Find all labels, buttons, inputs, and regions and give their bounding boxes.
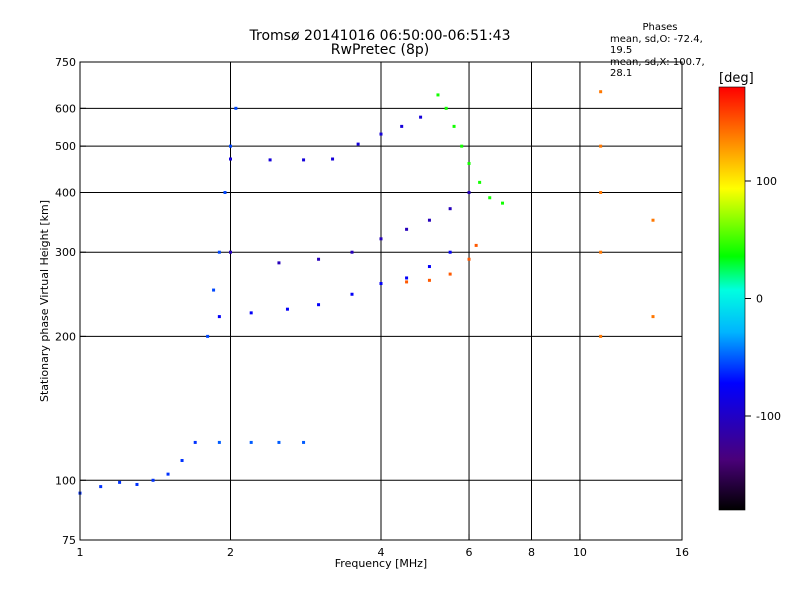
y-tick-label: 600 <box>55 102 76 115</box>
data-point <box>249 311 253 315</box>
data-point <box>436 93 440 97</box>
data-point <box>302 158 306 162</box>
data-point <box>405 280 409 284</box>
data-point <box>212 288 216 292</box>
data-point <box>448 272 452 276</box>
x-tick-label: 8 <box>528 546 535 559</box>
data-point <box>151 478 155 482</box>
data-point <box>356 142 360 146</box>
data-point <box>317 257 321 261</box>
colorbar <box>718 86 746 511</box>
data-point <box>379 282 383 286</box>
data-point <box>249 440 253 444</box>
y-axis-label: Stationary phase Virtual Height [km] <box>38 200 51 402</box>
y-tick-label: 75 <box>62 534 76 547</box>
data-point <box>217 440 221 444</box>
colorbar-label: [deg] <box>719 71 754 86</box>
x-tick-label: 16 <box>675 546 689 559</box>
y-tick-label: 200 <box>55 330 76 343</box>
data-point <box>599 90 603 94</box>
data-point <box>166 472 170 476</box>
y-tick-label: 500 <box>55 140 76 153</box>
colorbar-tick-label: -100 <box>756 410 781 423</box>
data-point <box>118 480 122 484</box>
data-point <box>474 243 478 247</box>
data-point <box>599 190 603 194</box>
data-point <box>229 157 232 161</box>
data-point <box>427 278 431 282</box>
data-point <box>229 250 232 254</box>
y-tick-label: 400 <box>55 186 76 199</box>
colorbar-tick-label: 0 <box>756 293 763 306</box>
data-point <box>331 157 335 161</box>
data-point <box>206 334 210 338</box>
phase-stats-heading: Phases <box>642 22 678 33</box>
data-point <box>427 218 431 222</box>
x-axis-label: Frequency [MHz] <box>335 557 427 570</box>
data-point <box>651 218 655 222</box>
data-point <box>317 303 321 307</box>
x-tick-label: 1 <box>77 546 84 559</box>
x-axis-ticks: 1 2 4 6 8 10 16 <box>77 534 689 559</box>
data-point <box>452 124 456 128</box>
data-point <box>135 482 139 486</box>
data-point <box>229 144 232 148</box>
data-point <box>379 237 383 241</box>
phase-stats-o: mean, sd,O: -72.4, 19.5 <box>610 33 703 57</box>
data-point <box>350 292 354 296</box>
data-point <box>277 261 281 265</box>
data-point <box>419 115 423 119</box>
x-tick-label: 6 <box>466 546 473 559</box>
y-tick-label: 750 <box>55 56 76 69</box>
data-point <box>223 190 227 194</box>
data-point <box>400 124 404 128</box>
data-point <box>467 161 471 165</box>
colorbar-tick-label: 100 <box>756 175 777 188</box>
x-tick-label: 10 <box>573 546 587 559</box>
data-point <box>651 315 655 319</box>
data-point <box>180 458 184 462</box>
data-point <box>444 106 448 110</box>
data-point <box>467 257 471 261</box>
x-tick-label: 4 <box>378 546 385 559</box>
chart-subtitle: RwPretec (8p) <box>330 42 430 58</box>
grid-lines <box>80 62 682 540</box>
data-point <box>460 144 464 148</box>
data-point <box>277 440 281 444</box>
y-tick-label: 300 <box>55 246 76 259</box>
chart-title: Tromsø 20141016 06:50:00-06:51:43 <box>249 28 511 44</box>
data-point <box>217 250 221 254</box>
data-point <box>427 265 431 269</box>
x-tick-label: 2 <box>227 546 234 559</box>
data-point <box>350 250 354 254</box>
data-point <box>488 196 492 200</box>
data-point <box>467 190 471 194</box>
data-point <box>234 106 238 110</box>
data-point <box>599 144 603 148</box>
data-point <box>501 201 505 205</box>
data-point <box>193 440 197 444</box>
data-point <box>478 180 482 184</box>
data-points <box>78 90 655 495</box>
data-point <box>599 334 603 338</box>
data-point <box>302 440 306 444</box>
data-point <box>99 485 103 489</box>
y-axis-ticks: 75 100 200 300 400 500 600 750 <box>55 56 86 547</box>
colorbar-ticks: 100 0 -100 <box>745 175 781 423</box>
data-point <box>405 227 409 231</box>
data-point <box>268 158 272 162</box>
data-point <box>599 250 603 254</box>
data-point <box>405 276 409 280</box>
data-point <box>379 132 383 136</box>
y-tick-label: 100 <box>55 474 76 487</box>
data-point <box>448 207 452 211</box>
data-point <box>448 250 452 254</box>
data-point <box>285 307 289 311</box>
data-point <box>217 315 221 319</box>
